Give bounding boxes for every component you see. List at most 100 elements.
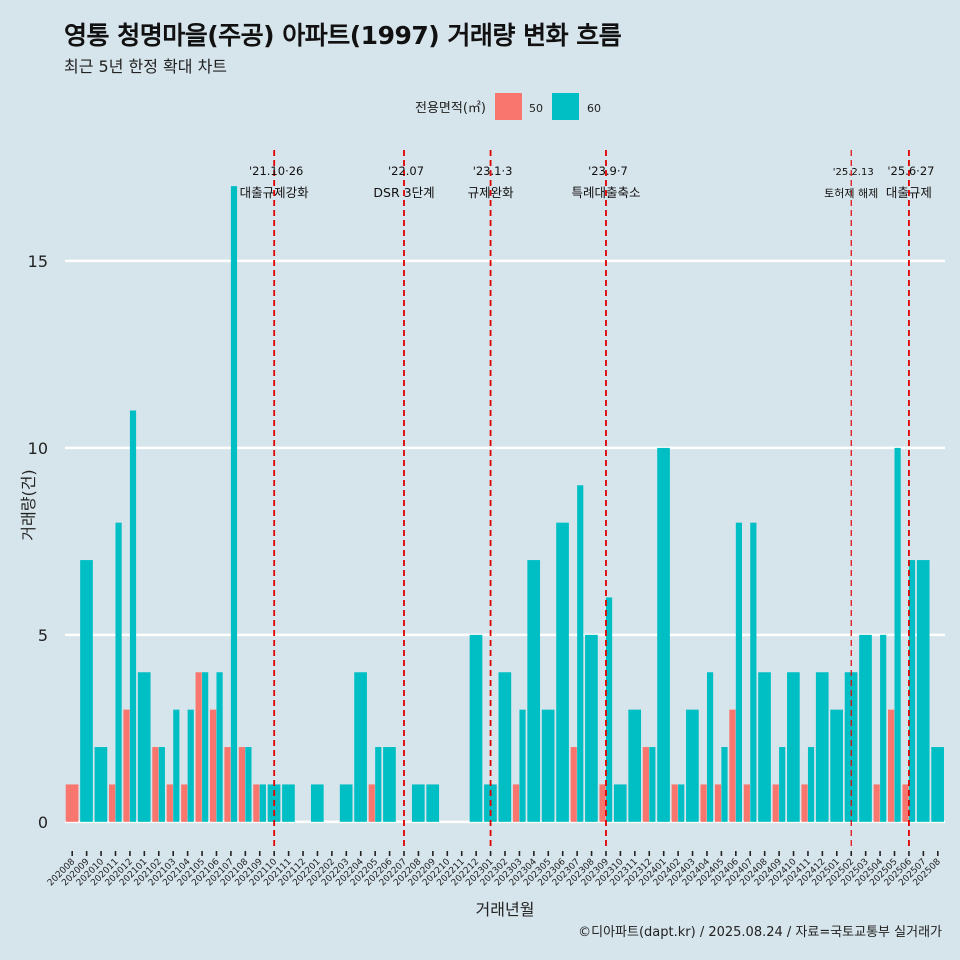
- y-tick-label: 10: [28, 439, 48, 458]
- x-axis-label: 거래년월: [476, 900, 535, 919]
- event-label: 대출규제: [886, 185, 932, 200]
- bar-60-202502: [844, 672, 858, 822]
- bar-60-202306: [556, 522, 569, 822]
- legend-title: 전용면적(㎡): [415, 101, 486, 116]
- bar-50-202106: [209, 709, 217, 822]
- bar-60-202501: [830, 709, 843, 822]
- bar-60-202410: [787, 672, 800, 822]
- bar-60-202412: [815, 672, 829, 822]
- bar-60-202109: [259, 784, 266, 822]
- event-date: '21.10·26: [249, 164, 303, 178]
- bar-50-202402: [671, 784, 678, 822]
- event-date: '25.2.13: [833, 167, 874, 178]
- bar-60-202209: [426, 784, 440, 822]
- bar-60-202106: [216, 672, 223, 822]
- bar-50-202404: [700, 784, 707, 822]
- page-title: 영통 청명마을(주공) 아파트(1997) 거래량 변화 흐름: [64, 21, 622, 50]
- bar-60-202409: [779, 747, 786, 822]
- bar-50-202107: [224, 747, 231, 822]
- bar-50-202103: [166, 784, 173, 822]
- bar-60-202307: [577, 485, 584, 822]
- event-label: 토허제 해제: [824, 186, 878, 200]
- bar-60-202302: [498, 672, 512, 822]
- bar-60-202402: [678, 784, 685, 822]
- event-date: '23.9·7: [588, 164, 628, 178]
- legend-swatch-50: [495, 93, 522, 120]
- event-label: 특례대출축소: [571, 185, 640, 200]
- bar-60-202103: [173, 709, 180, 822]
- bar-60-202404: [706, 672, 714, 822]
- bar-60-202308: [585, 634, 598, 822]
- bar-60-202107: [230, 186, 238, 822]
- bar-60-202009: [80, 560, 93, 822]
- bars: [65, 186, 944, 822]
- gridlines: [65, 259, 945, 824]
- bar-60-202208: [411, 784, 425, 822]
- bar-60-202406: [735, 522, 743, 822]
- event-date: '22.07: [388, 164, 424, 178]
- bar-50-202407: [743, 784, 750, 822]
- bar-60-202503: [859, 634, 872, 822]
- event-date: '23.1·3: [473, 164, 513, 178]
- bar-50-202505: [888, 709, 895, 822]
- bar-60-202201: [310, 784, 324, 822]
- bar-60-202312: [649, 747, 656, 822]
- bar-60-202011: [115, 522, 122, 822]
- bar-60-202405: [721, 747, 728, 822]
- bar-50-202406: [729, 709, 736, 822]
- bar-60-202212: [469, 634, 483, 822]
- bar-50-202008: [65, 784, 79, 822]
- legend-label-50: 50: [529, 102, 543, 115]
- x-axis: 2020082020092020102020112020122021012021…: [46, 851, 943, 888]
- bar-50-202205: [368, 784, 375, 822]
- bar-50-202504: [873, 784, 880, 822]
- bar-60-202508: [931, 747, 944, 822]
- bar-50-202012: [123, 709, 130, 822]
- bar-60-202403: [686, 709, 699, 822]
- bar-60-202105: [202, 672, 209, 822]
- bar-60-202102: [158, 747, 165, 822]
- bar-60-202204: [354, 672, 367, 822]
- bar-60-202507: [916, 560, 930, 822]
- source-caption: ©디아파트(dapt.kr) / 2025.08.24 / 자료=국토교통부 실…: [578, 925, 942, 940]
- bar-50-202109: [253, 784, 260, 822]
- bar-60-202305: [541, 709, 555, 822]
- bar-50-202102: [152, 747, 159, 822]
- y-tick-label: 5: [38, 626, 48, 645]
- y-axis: 0 5 10 15: [28, 252, 48, 832]
- bar-60-202311: [628, 709, 642, 822]
- bar-50-202409: [772, 784, 779, 822]
- bar-50-202105: [195, 672, 202, 822]
- bar-60-202408: [758, 672, 771, 822]
- bar-50-202506: [902, 784, 909, 822]
- bar-50-202011: [109, 784, 116, 822]
- event-date: '25.6·27: [887, 164, 934, 178]
- event-label: DSR 3단계: [373, 185, 434, 200]
- bar-60-202205: [375, 747, 382, 822]
- bar-60-202104: [187, 709, 194, 822]
- event-label: 규제완화: [468, 185, 515, 200]
- bar-60-202111: [282, 784, 295, 822]
- bar-50-202303: [512, 784, 520, 822]
- bar-60-202407: [750, 522, 757, 822]
- bar-60-202505: [894, 447, 901, 822]
- bar-60-202411: [807, 747, 815, 822]
- y-axis-label: 거래량(건): [19, 469, 38, 540]
- bar-60-202206: [383, 747, 396, 822]
- page-subtitle: 최근 5년 한정 확대 차트: [64, 57, 228, 76]
- bar-60-202310: [613, 784, 627, 822]
- bar-50-202104: [181, 784, 188, 822]
- bar-50-202309: [599, 784, 606, 822]
- bar-60-202304: [527, 560, 541, 822]
- bar-50-202307: [570, 747, 577, 822]
- legend-swatch-60: [552, 93, 579, 120]
- event-label: 대출규제강화: [240, 185, 310, 200]
- y-tick-label: 15: [28, 252, 48, 271]
- bar-60-202309: [605, 597, 613, 822]
- bar-50-202108: [238, 747, 246, 822]
- legend-label-60: 60: [587, 102, 601, 115]
- bar-60-202010: [94, 747, 108, 822]
- bar-50-202411: [801, 784, 808, 822]
